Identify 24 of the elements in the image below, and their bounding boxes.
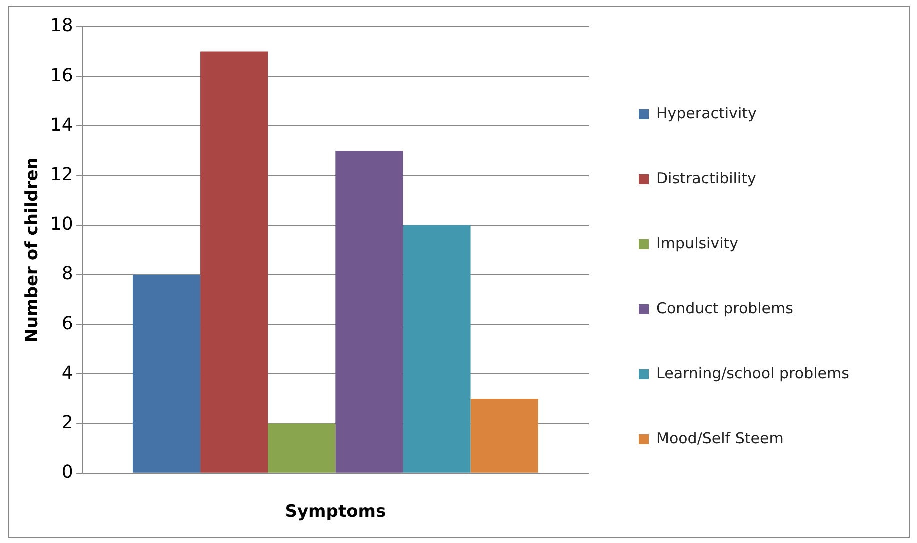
y-tick-label: 16 [50,65,74,86]
y-tick-label: 4 [62,362,74,384]
y-tick-label: 18 [50,16,74,37]
y-tick-label: 10 [50,214,74,236]
legend-label: Impulsivity [656,234,739,252]
bar [268,424,336,473]
y-tick-label: 6 [62,313,74,334]
y-tick-label: 2 [62,412,74,434]
legend-label: Learning/school problems [656,364,850,382]
legend-label: Mood/Self Steem [656,429,784,448]
bar [336,151,404,473]
legend-label: Distractibility [656,169,756,188]
y-tick-label: 14 [50,114,74,136]
bar [200,52,268,473]
y-tick-label: 8 [62,264,74,285]
bar [470,399,538,473]
legend-label: Conduct problems [656,299,794,318]
x-axis-title: Symptoms [285,502,386,522]
y-axis-title: Number of children [22,158,43,343]
legend-label: Hyperactivity [656,104,757,122]
y-tick-label: 0 [62,462,74,484]
bar [132,275,201,473]
y-tick-label: 12 [50,164,74,186]
bar [403,225,471,473]
